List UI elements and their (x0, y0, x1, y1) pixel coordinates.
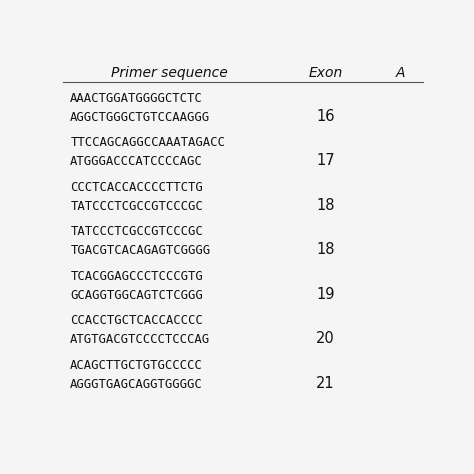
Text: AAACTGGATGGGGCTCTC: AAACTGGATGGGGCTCTC (70, 91, 203, 105)
Text: 18: 18 (316, 198, 335, 213)
Text: TGACGTCACAGAGTCGGGG: TGACGTCACAGAGTCGGGG (70, 244, 210, 257)
Text: TATCCCTCGCCGTCCCGC: TATCCCTCGCCGTCCCGC (70, 200, 203, 212)
Text: 16: 16 (316, 109, 335, 124)
Text: Primer sequence: Primer sequence (111, 66, 228, 80)
Text: ATGTGACGTCCCCTCCCAG: ATGTGACGTCCCCTCCCAG (70, 333, 210, 346)
Text: AGGGTGAGCAGGTGGGGC: AGGGTGAGCAGGTGGGGC (70, 378, 203, 391)
Text: 17: 17 (316, 153, 335, 168)
Text: ACAGCTTGCTGTGCCCCC: ACAGCTTGCTGTGCCCCC (70, 359, 203, 372)
Text: TCACGGAGCCCTCCCGTG: TCACGGAGCCCTCCCGTG (70, 270, 203, 283)
Text: A: A (396, 66, 406, 80)
Text: 18: 18 (316, 242, 335, 257)
Text: Exon: Exon (309, 66, 343, 80)
Text: 21: 21 (316, 376, 335, 391)
Text: ATGGGACCCATCCCCAGC: ATGGGACCCATCCCCAGC (70, 155, 203, 168)
Text: GCAGGTGGCAGTCTCGGG: GCAGGTGGCAGTCTCGGG (70, 289, 203, 301)
Text: 20: 20 (316, 331, 335, 346)
Text: CCCTCACCACCCCTTCTG: CCCTCACCACCCCTTCTG (70, 181, 203, 193)
Text: 19: 19 (316, 287, 335, 302)
Text: TATCCCTCGCCGTCCCGC: TATCCCTCGCCGTCCCGC (70, 225, 203, 238)
Text: CCACCTGCTCACCACCCC: CCACCTGCTCACCACCCC (70, 314, 203, 327)
Text: TTCCAGCAGGCCAAATAGACC: TTCCAGCAGGCCAAATAGACC (70, 136, 225, 149)
Text: AGGCTGGGCTGTCCAAGGG: AGGCTGGGCTGTCCAAGGG (70, 110, 210, 124)
